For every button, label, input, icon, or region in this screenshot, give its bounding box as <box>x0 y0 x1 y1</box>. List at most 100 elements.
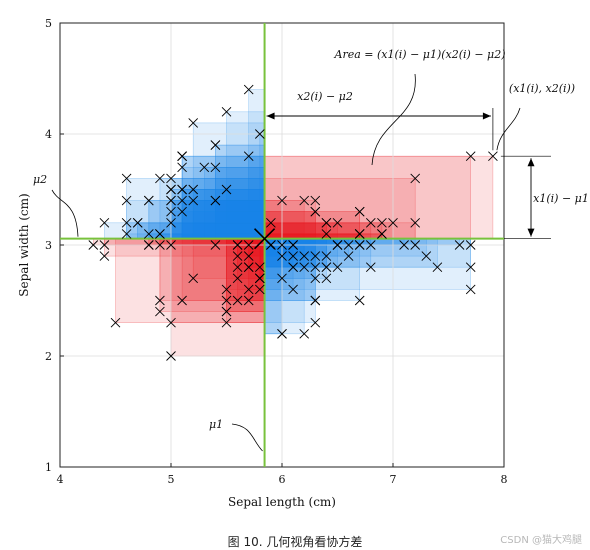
deviation-rect <box>264 238 305 268</box>
point-marker <box>277 195 287 206</box>
point-marker <box>166 317 176 328</box>
deviation-rect <box>204 167 265 239</box>
point-marker <box>188 273 199 284</box>
point-marker <box>166 195 176 206</box>
point-marker <box>221 317 232 328</box>
y-tick-label: 4 <box>45 128 52 141</box>
point-marker <box>288 240 298 250</box>
point-marker <box>177 151 187 162</box>
point-marker <box>166 217 176 228</box>
point-marker <box>254 262 265 273</box>
mu1-annotation: μ1 <box>209 418 223 431</box>
deviation-rect <box>215 200 265 239</box>
point-marker <box>143 229 154 239</box>
point-marker <box>99 240 110 250</box>
point-marker <box>243 284 254 295</box>
point-marker <box>321 251 332 261</box>
point-marker <box>488 151 498 162</box>
point-marker <box>321 273 332 284</box>
deviation-rect <box>159 238 265 301</box>
point-marker <box>99 217 110 228</box>
point-marker <box>277 328 287 339</box>
point-marker <box>343 251 354 261</box>
point-marker <box>243 151 254 162</box>
point-marker <box>177 162 187 173</box>
deviation-rect <box>192 122 265 239</box>
point-marker <box>332 262 343 273</box>
point-marker <box>221 306 232 317</box>
point-marker <box>354 240 365 250</box>
deviation-rect <box>226 238 265 312</box>
y-axis-title: Sepal width (cm) <box>17 193 31 296</box>
point-marker <box>277 240 287 250</box>
point-marker <box>210 195 221 206</box>
axis-ticks: 4 5 6 7 8 1 2 3 4 5 <box>45 17 508 486</box>
deviation-rect <box>192 189 265 239</box>
deviation-rect <box>264 211 360 239</box>
point-marker <box>465 240 476 250</box>
point-marker <box>143 240 154 250</box>
point-marker <box>210 162 221 173</box>
y-tick-label: 1 <box>45 461 52 474</box>
point-marker <box>121 195 132 206</box>
point-marker <box>365 217 376 228</box>
y-tick-label: 5 <box>45 17 52 30</box>
point-marker <box>232 273 243 284</box>
deviation-rect <box>226 238 265 301</box>
dy-arrow-head-bottom <box>527 228 535 237</box>
point-marker <box>210 240 221 250</box>
x-tick-label: 6 <box>279 473 286 486</box>
point-marker <box>121 229 132 239</box>
point-marker <box>166 206 176 217</box>
point-marker <box>410 173 421 184</box>
point-marker <box>166 351 176 361</box>
point-marker <box>254 129 265 139</box>
deviation-rect <box>264 155 494 239</box>
point-marker <box>432 262 443 273</box>
point-marker <box>310 251 321 261</box>
point-marker <box>354 206 365 217</box>
deviation-rect <box>226 238 265 312</box>
x-tick-label: 7 <box>390 473 397 486</box>
deviation-rect <box>170 200 265 239</box>
point-marker <box>232 262 243 273</box>
point-marker <box>88 240 99 250</box>
point-marker <box>410 240 421 250</box>
point-marker <box>310 195 321 206</box>
point-marker <box>299 262 310 273</box>
point-marker <box>155 229 165 239</box>
deviation-rect <box>226 189 265 239</box>
point-marker <box>221 295 232 306</box>
point-marker <box>132 217 143 228</box>
point-marker <box>221 284 232 295</box>
point-marker <box>232 240 243 250</box>
annotations: Area = (x1(i) − μ1)(x2(i) − μ2) x2(i) − μ… <box>33 48 589 452</box>
point-marker <box>365 240 376 250</box>
point-marker <box>210 140 221 150</box>
point-marker <box>166 184 176 195</box>
dy-arrow-head-top <box>527 158 535 167</box>
point-marker <box>188 195 199 206</box>
watermark: CSDN @猫大鸡腿 <box>500 535 582 546</box>
point-marker <box>155 295 165 306</box>
point-marker <box>243 262 254 273</box>
point-marker <box>321 262 332 273</box>
area-leader <box>371 73 416 166</box>
point-marker <box>110 317 121 328</box>
point-marker <box>155 173 165 184</box>
point-marker <box>332 240 343 250</box>
point-marker <box>299 328 310 339</box>
point-marker <box>277 251 287 261</box>
point-marker <box>143 195 154 206</box>
point-marker <box>121 217 132 228</box>
deviation-rect <box>170 238 265 357</box>
point-marker <box>243 84 254 95</box>
point-marker <box>454 240 465 250</box>
point-marker <box>465 151 476 162</box>
point-marker <box>232 251 243 261</box>
point-marker <box>188 184 199 195</box>
deviation-rect <box>264 238 305 335</box>
y-tick-label: 2 <box>45 350 52 363</box>
point-marker <box>177 184 187 195</box>
